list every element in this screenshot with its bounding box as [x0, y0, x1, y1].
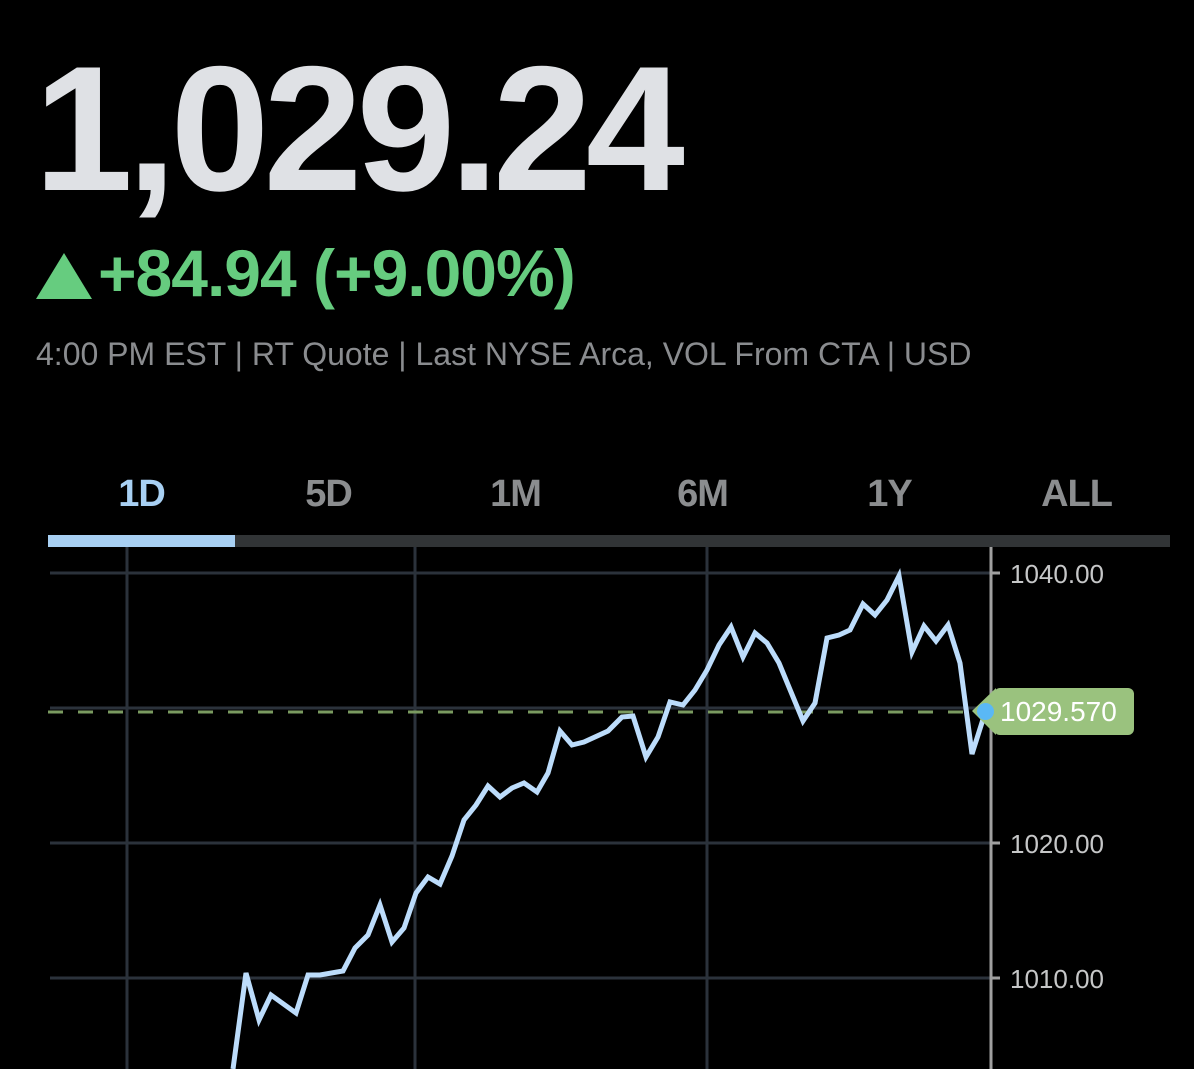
current-price-tag: 1029.570	[972, 688, 1134, 735]
tab-1m[interactable]: 1M	[490, 473, 542, 515]
tab-all[interactable]: ALL	[1041, 473, 1113, 515]
current-price-value: 1029.570	[1000, 696, 1117, 727]
price-change-text: +84.94 (+9.00%)	[98, 236, 576, 310]
tab-indicator-track	[48, 535, 1170, 547]
price-line	[230, 568, 988, 1069]
tab-1d[interactable]: 1D	[118, 473, 166, 515]
price-change: +84.94 (+9.00%)	[36, 236, 576, 310]
tab-6m[interactable]: 6M	[677, 473, 729, 515]
tab-5d[interactable]: 5D	[305, 473, 353, 515]
price-chart[interactable]	[0, 547, 1194, 1069]
active-tab-indicator	[48, 535, 235, 547]
up-arrow-icon	[36, 253, 92, 299]
y-label-1010: 1010.00	[1010, 964, 1104, 994]
quote-meta: 4:00 PM EST | RT Quote | Last NYSE Arca,…	[36, 336, 972, 372]
y-axis	[989, 547, 1000, 1069]
y-label-1040: 1040.00	[1010, 559, 1104, 589]
timeframe-tabs: 1D 5D 1M 6M 1Y ALL	[48, 470, 1170, 518]
current-price-dot-icon	[977, 703, 994, 720]
last-price: 1,029.24	[34, 29, 685, 228]
tab-1y[interactable]: 1Y	[867, 473, 912, 515]
grid-lines	[50, 547, 990, 1069]
y-label-1020: 1020.00	[1010, 829, 1104, 859]
tag-body	[994, 688, 1134, 735]
